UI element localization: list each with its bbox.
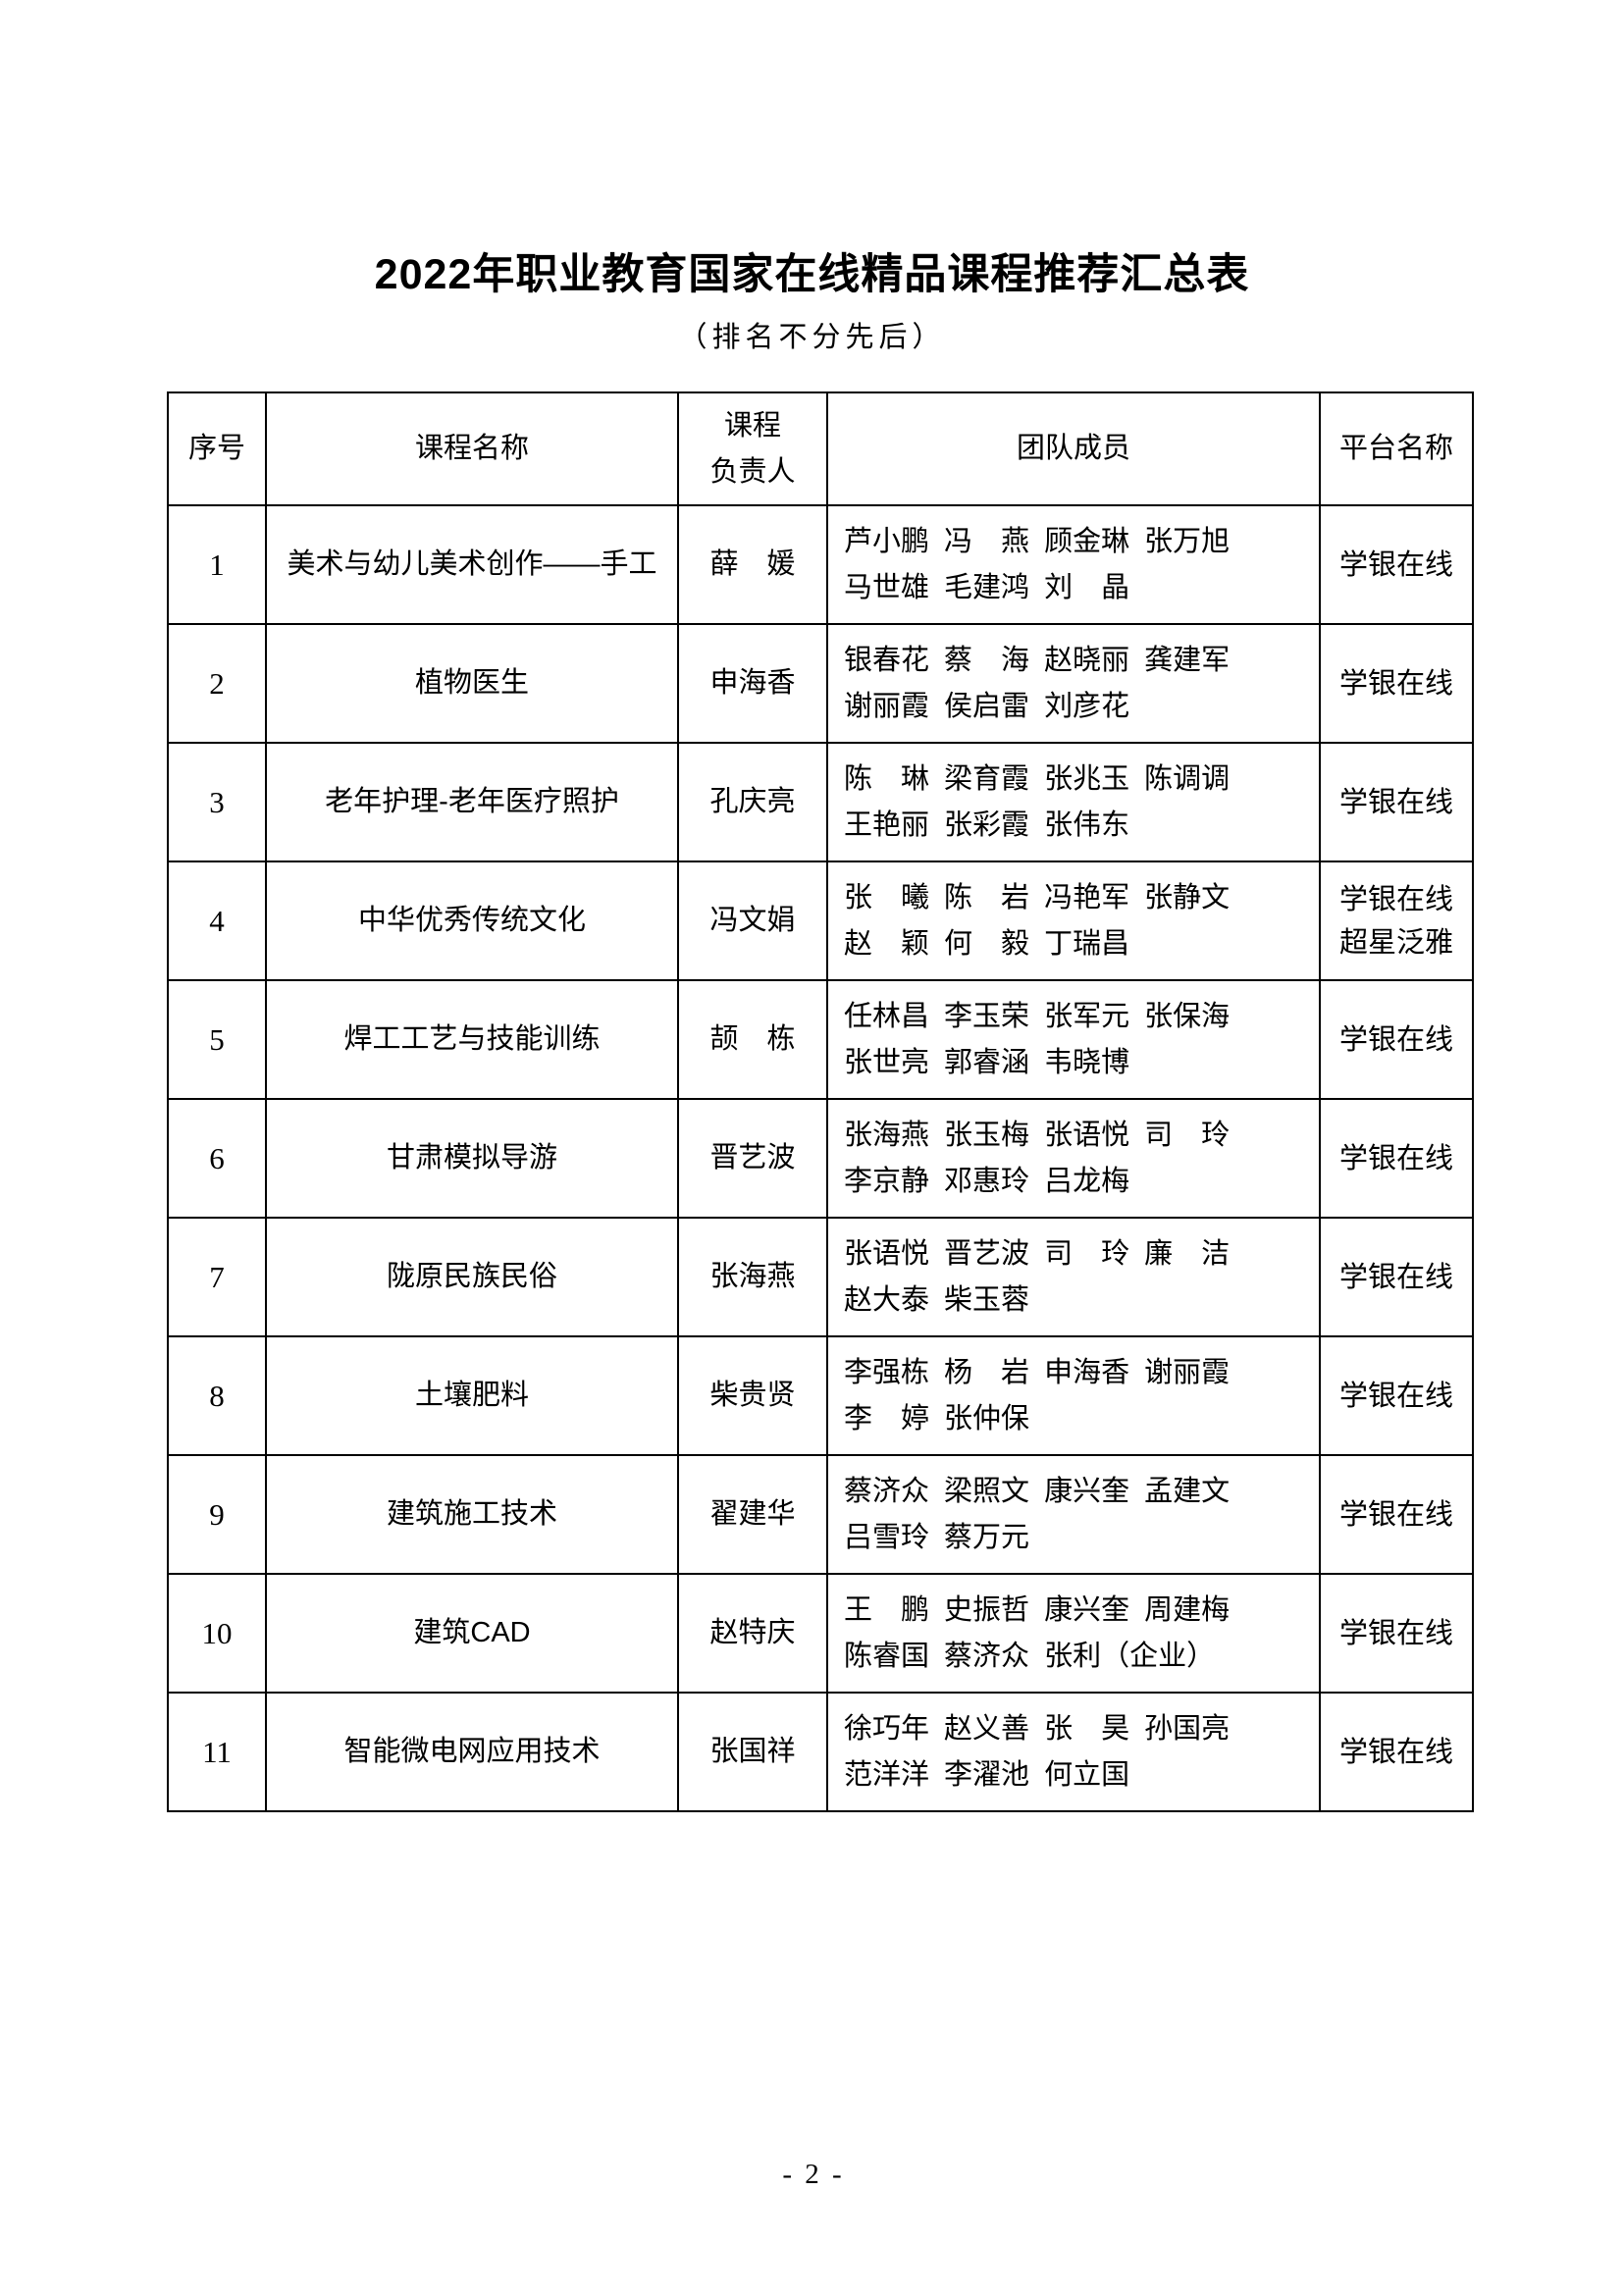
header-serial-number: 序号 bbox=[167, 391, 267, 507]
header-course-name: 课程名称 bbox=[265, 391, 679, 507]
course-name-cell: 智能微电网应用技术 bbox=[265, 1692, 679, 1813]
table-row: 4 中华优秀传统文化 冯文娟 张 曦 陈 岩 冯艳军 张静文 赵 颖 何 毅 丁… bbox=[167, 861, 1474, 982]
serial-number-cell: 10 bbox=[167, 1573, 267, 1695]
course-name-cell: 陇原民族民俗 bbox=[265, 1217, 679, 1338]
platform-name-cell: 学银在线 超星泛雅 bbox=[1319, 861, 1474, 982]
platform-name-cell: 学银在线 bbox=[1319, 1454, 1474, 1576]
course-leader-cell: 张国祥 bbox=[677, 1692, 828, 1813]
course-name-cell: 焊工工艺与技能训练 bbox=[265, 979, 679, 1101]
platform-name-cell: 学银在线 bbox=[1319, 1692, 1474, 1813]
table-row: 6 甘肃模拟导游 晋艺波 张海燕 张玉梅 张语悦 司 玲 李京静 邓惠玲 吕龙梅… bbox=[167, 1098, 1474, 1220]
course-leader-cell: 赵特庆 bbox=[677, 1573, 828, 1695]
team-members-cell: 张 曦 陈 岩 冯艳军 张静文 赵 颖 何 毅 丁瑞昌 bbox=[826, 861, 1321, 982]
table-row: 2 植物医生 申海香 银春花 蔡 海 赵晓丽 龚建军 谢丽霞 侯启雷 刘彦花 学… bbox=[167, 623, 1474, 745]
serial-number-cell: 4 bbox=[167, 861, 267, 982]
table-row: 8 土壤肥料 柴贵贤 李强栋 杨 岩 申海香 谢丽霞 李 婷 张仲保 学银在线 bbox=[167, 1335, 1474, 1457]
team-members-cell: 李强栋 杨 岩 申海香 谢丽霞 李 婷 张仲保 bbox=[826, 1335, 1321, 1457]
team-members-cell: 陈 琳 梁育霞 张兆玉 陈调调 王艳丽 张彩霞 张伟东 bbox=[826, 742, 1321, 863]
course-summary-table: 序号 课程名称 课程 负责人 团队成员 平台名称 1 美术与幼儿美术创作——手工… bbox=[167, 391, 1474, 1813]
serial-number-cell: 6 bbox=[167, 1098, 267, 1220]
course-leader-cell: 柴贵贤 bbox=[677, 1335, 828, 1457]
course-name-cell: 建筑CAD bbox=[265, 1573, 679, 1695]
team-members-cell: 张海燕 张玉梅 张语悦 司 玲 李京静 邓惠玲 吕龙梅 bbox=[826, 1098, 1321, 1220]
header-course-leader: 课程 负责人 bbox=[677, 391, 828, 507]
page-number: - 2 - bbox=[782, 2159, 842, 2190]
platform-name-cell: 学银在线 bbox=[1319, 742, 1474, 863]
team-members-cell: 任林昌 李玉荣 张军元 张保海 张世亮 郭睿涵 韦晓博 bbox=[826, 979, 1321, 1101]
course-leader-cell: 晋艺波 bbox=[677, 1098, 828, 1220]
course-name-cell: 土壤肥料 bbox=[265, 1335, 679, 1457]
team-members-cell: 蔡济众 梁照文 康兴奎 孟建文 吕雪玲 蔡万元 bbox=[826, 1454, 1321, 1576]
serial-number-cell: 3 bbox=[167, 742, 267, 863]
course-name-cell: 建筑施工技术 bbox=[265, 1454, 679, 1576]
course-name-cell: 中华优秀传统文化 bbox=[265, 861, 679, 982]
table-row: 7 陇原民族民俗 张海燕 张语悦 晋艺波 司 玲 廉 洁 赵大泰 柴玉蓉 学银在… bbox=[167, 1217, 1474, 1338]
serial-number-cell: 5 bbox=[167, 979, 267, 1101]
serial-number-cell: 7 bbox=[167, 1217, 267, 1338]
platform-name-cell: 学银在线 bbox=[1319, 979, 1474, 1101]
serial-number-cell: 1 bbox=[167, 504, 267, 626]
header-team-members: 团队成员 bbox=[826, 391, 1321, 507]
course-leader-cell: 冯文娟 bbox=[677, 861, 828, 982]
document-subtitle: （排名不分先后） bbox=[678, 321, 946, 353]
table-row: 1 美术与幼儿美术创作——手工 薛 媛 芦小鹏 冯 燕 顾金琳 张万旭 马世雄 … bbox=[167, 504, 1474, 626]
course-leader-cell: 颉 栋 bbox=[677, 979, 828, 1101]
platform-name-cell: 学银在线 bbox=[1319, 623, 1474, 745]
course-name-cell: 老年护理-老年医疗照护 bbox=[265, 742, 679, 863]
table-row: 11 智能微电网应用技术 张国祥 徐巧年 赵义善 张 昊 孙国亮 范洋洋 李濯池… bbox=[167, 1692, 1474, 1813]
course-leader-cell: 薛 媛 bbox=[677, 504, 828, 626]
platform-name-cell: 学银在线 bbox=[1319, 1098, 1474, 1220]
table-row: 5 焊工工艺与技能训练 颉 栋 任林昌 李玉荣 张军元 张保海 张世亮 郭睿涵 … bbox=[167, 979, 1474, 1101]
table-row: 3 老年护理-老年医疗照护 孔庆亮 陈 琳 梁育霞 张兆玉 陈调调 王艳丽 张彩… bbox=[167, 742, 1474, 863]
course-name-cell: 植物医生 bbox=[265, 623, 679, 745]
team-members-cell: 徐巧年 赵义善 张 昊 孙国亮 范洋洋 李濯池 何立国 bbox=[826, 1692, 1321, 1813]
platform-name-cell: 学银在线 bbox=[1319, 1217, 1474, 1338]
team-members-cell: 银春花 蔡 海 赵晓丽 龚建军 谢丽霞 侯启雷 刘彦花 bbox=[826, 623, 1321, 745]
serial-number-cell: 11 bbox=[167, 1692, 267, 1813]
table-row: 9 建筑施工技术 翟建华 蔡济众 梁照文 康兴奎 孟建文 吕雪玲 蔡万元 学银在… bbox=[167, 1454, 1474, 1576]
serial-number-cell: 8 bbox=[167, 1335, 267, 1457]
serial-number-cell: 9 bbox=[167, 1454, 267, 1576]
team-members-cell: 王 鹏 史振哲 康兴奎 周建梅 陈睿国 蔡济众 张利（企业） bbox=[826, 1573, 1321, 1695]
header-platform-name: 平台名称 bbox=[1319, 391, 1474, 507]
course-name-cell: 美术与幼儿美术创作——手工 bbox=[265, 504, 679, 626]
team-members-cell: 张语悦 晋艺波 司 玲 廉 洁 赵大泰 柴玉蓉 bbox=[826, 1217, 1321, 1338]
course-leader-cell: 翟建华 bbox=[677, 1454, 828, 1576]
serial-number-cell: 2 bbox=[167, 623, 267, 745]
course-leader-cell: 申海香 bbox=[677, 623, 828, 745]
table-header-row: 序号 课程名称 课程 负责人 团队成员 平台名称 bbox=[167, 391, 1474, 507]
course-name-cell: 甘肃模拟导游 bbox=[265, 1098, 679, 1220]
platform-name-cell: 学银在线 bbox=[1319, 1335, 1474, 1457]
table-row: 10 建筑CAD 赵特庆 王 鹏 史振哲 康兴奎 周建梅 陈睿国 蔡济众 张利（… bbox=[167, 1573, 1474, 1695]
course-leader-cell: 张海燕 bbox=[677, 1217, 828, 1338]
platform-name-cell: 学银在线 bbox=[1319, 1573, 1474, 1695]
course-leader-cell: 孔庆亮 bbox=[677, 742, 828, 863]
team-members-cell: 芦小鹏 冯 燕 顾金琳 张万旭 马世雄 毛建鸿 刘 晶 bbox=[826, 504, 1321, 626]
document-title: 2022年职业教育国家在线精品课程推荐汇总表 bbox=[374, 251, 1250, 298]
platform-name-cell: 学银在线 bbox=[1319, 504, 1474, 626]
